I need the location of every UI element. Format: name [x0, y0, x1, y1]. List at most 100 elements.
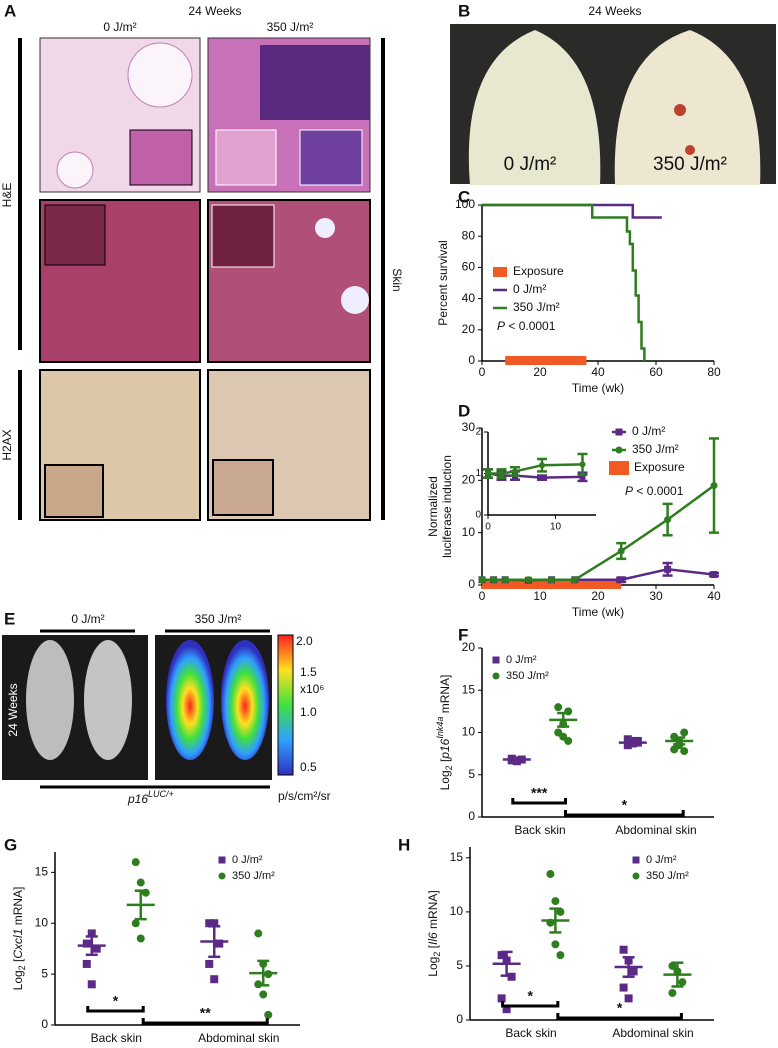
y-tick-label: 1	[475, 468, 481, 479]
annotation-part: P	[497, 319, 505, 333]
y-label-part: p16	[438, 738, 452, 759]
y-label-part: mRNA]	[426, 890, 440, 932]
image	[56, 151, 94, 189]
exposure-bar	[505, 356, 587, 365]
image	[341, 286, 369, 314]
photo	[221, 640, 269, 760]
point	[82, 959, 91, 968]
point	[579, 473, 586, 480]
colorbar-tick: 2.0	[296, 634, 313, 648]
significance-label: *	[617, 1000, 623, 1016]
column-label: 0 J/m²	[103, 20, 136, 34]
column-label: 350 J/m²	[195, 612, 242, 626]
y-tick-label: 5	[41, 966, 48, 980]
image	[44, 204, 106, 266]
legend-swatch	[493, 267, 507, 277]
significance-bracket	[511, 798, 568, 805]
y-label-part: mRNA]	[11, 887, 25, 929]
point	[551, 940, 560, 949]
image	[260, 45, 370, 120]
y-tick-label: 30	[462, 420, 476, 434]
point	[539, 462, 545, 469]
x-tick-label: Back skin	[505, 1026, 556, 1040]
legend-label: 350 J/m²	[506, 670, 549, 682]
x-tick-label: 10	[550, 522, 562, 533]
point	[254, 929, 263, 938]
point	[218, 872, 226, 880]
point	[615, 446, 623, 454]
point	[512, 468, 518, 475]
genotype: p16LUC/+	[127, 789, 174, 806]
point	[82, 939, 91, 948]
x-tick-label: 0	[479, 365, 486, 379]
significance-bracket	[501, 1001, 560, 1008]
legend-label: 350 J/m²	[232, 870, 275, 882]
point	[546, 870, 555, 879]
colorbar-unit: p/s/cm²/sr	[278, 789, 331, 803]
point	[554, 703, 563, 712]
x-tick-label: 0	[485, 522, 491, 533]
point	[205, 919, 214, 928]
y-axis-label: Log2 [p16Ink4a mRNA]	[435, 675, 454, 791]
point	[710, 571, 718, 579]
panel-title: 24 Weeks	[188, 4, 241, 18]
legend-label: Exposure	[634, 460, 685, 474]
annotation: P < 0.0001	[625, 484, 684, 498]
image	[315, 218, 335, 238]
panel-label: E	[4, 609, 15, 628]
point	[478, 576, 486, 584]
point	[664, 516, 672, 524]
x-tick-label: 20	[591, 589, 605, 603]
colorbar-scale: x10⁶	[300, 682, 324, 696]
x-tick-label: Abdominal skin	[615, 823, 696, 837]
point	[492, 656, 500, 664]
significance-label: *	[527, 988, 533, 1004]
image	[215, 129, 277, 186]
significance-label: **	[200, 1005, 211, 1021]
x-tick-label: 30	[649, 589, 663, 603]
column-label: 0 J/m²	[71, 612, 104, 626]
point	[678, 978, 687, 987]
point	[490, 576, 498, 584]
point	[259, 990, 268, 999]
image	[212, 459, 274, 516]
y-tick-label: 10	[35, 915, 49, 929]
image	[127, 42, 193, 108]
point	[131, 858, 140, 867]
y-label-part: Log	[426, 957, 440, 977]
point	[539, 474, 545, 481]
x-tick-label: 40	[707, 589, 721, 603]
y-tick-label: 10	[462, 525, 476, 539]
significance-label: ***	[531, 785, 548, 801]
annotation-part: < 0.0001	[505, 319, 556, 333]
y-tick-label: 0	[468, 577, 475, 591]
point	[615, 428, 623, 436]
point	[485, 470, 491, 477]
exposure-bar	[482, 580, 622, 589]
significance-bracket	[564, 810, 685, 817]
row-label: H&E	[0, 183, 14, 208]
point	[617, 576, 625, 584]
y-axis-label: Percent survival	[436, 240, 450, 325]
y-tick-label: 5	[456, 958, 463, 972]
y-label-part: mRNA]	[438, 675, 452, 717]
genotype-sup: LUC/+	[148, 789, 174, 799]
y-tick-label: 20	[462, 640, 476, 654]
y-tick-label: 15	[35, 865, 49, 879]
x-tick-label: 10	[533, 589, 547, 603]
point	[218, 856, 226, 864]
photo	[674, 104, 686, 116]
point	[617, 547, 625, 555]
point	[524, 576, 532, 584]
y-label-part: Il6	[426, 932, 440, 945]
point	[664, 565, 672, 573]
colorbar-tick: 1.5	[300, 665, 317, 679]
y-label-part: [	[11, 958, 25, 965]
photo-label: 350 J/m²	[653, 154, 727, 175]
x-tick-label: 80	[707, 365, 721, 379]
y-tick-label: 0	[456, 1012, 463, 1026]
y-tick-label: 20	[462, 473, 476, 487]
y-tick-label: 10	[462, 725, 476, 739]
panel-label: G	[4, 835, 17, 854]
